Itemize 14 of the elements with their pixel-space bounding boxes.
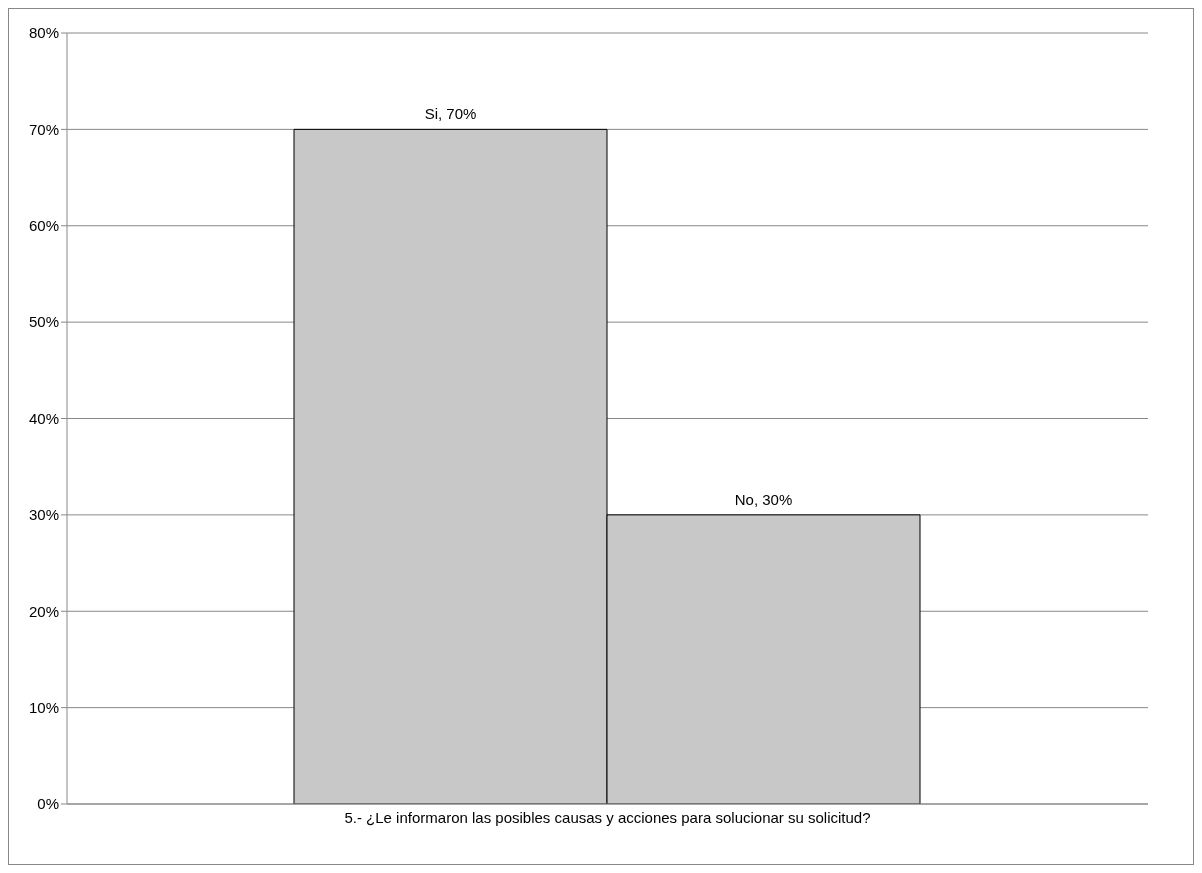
data-label: , 70% bbox=[438, 105, 477, 123]
y-tick-label: 80% bbox=[28, 24, 59, 42]
y-tick-label: 10% bbox=[28, 698, 59, 716]
y-tick-label: 20% bbox=[28, 602, 59, 620]
y-tick-label: 50% bbox=[28, 313, 59, 331]
y-tick-label: 30% bbox=[28, 506, 59, 524]
y-tick-label: 40% bbox=[28, 409, 59, 427]
y-tick-label: 70% bbox=[28, 120, 59, 138]
y-tick-label: 0% bbox=[37, 795, 59, 813]
y-tick-label: 60% bbox=[28, 217, 59, 235]
series-label: No bbox=[734, 490, 754, 508]
x-tick-label: 5.- ¿Le informaron las posibles causas y acciones para solucionar su solicitud? bbox=[344, 808, 871, 826]
data-label: , 30% bbox=[753, 490, 793, 508]
series-label: Si bbox=[424, 105, 438, 123]
